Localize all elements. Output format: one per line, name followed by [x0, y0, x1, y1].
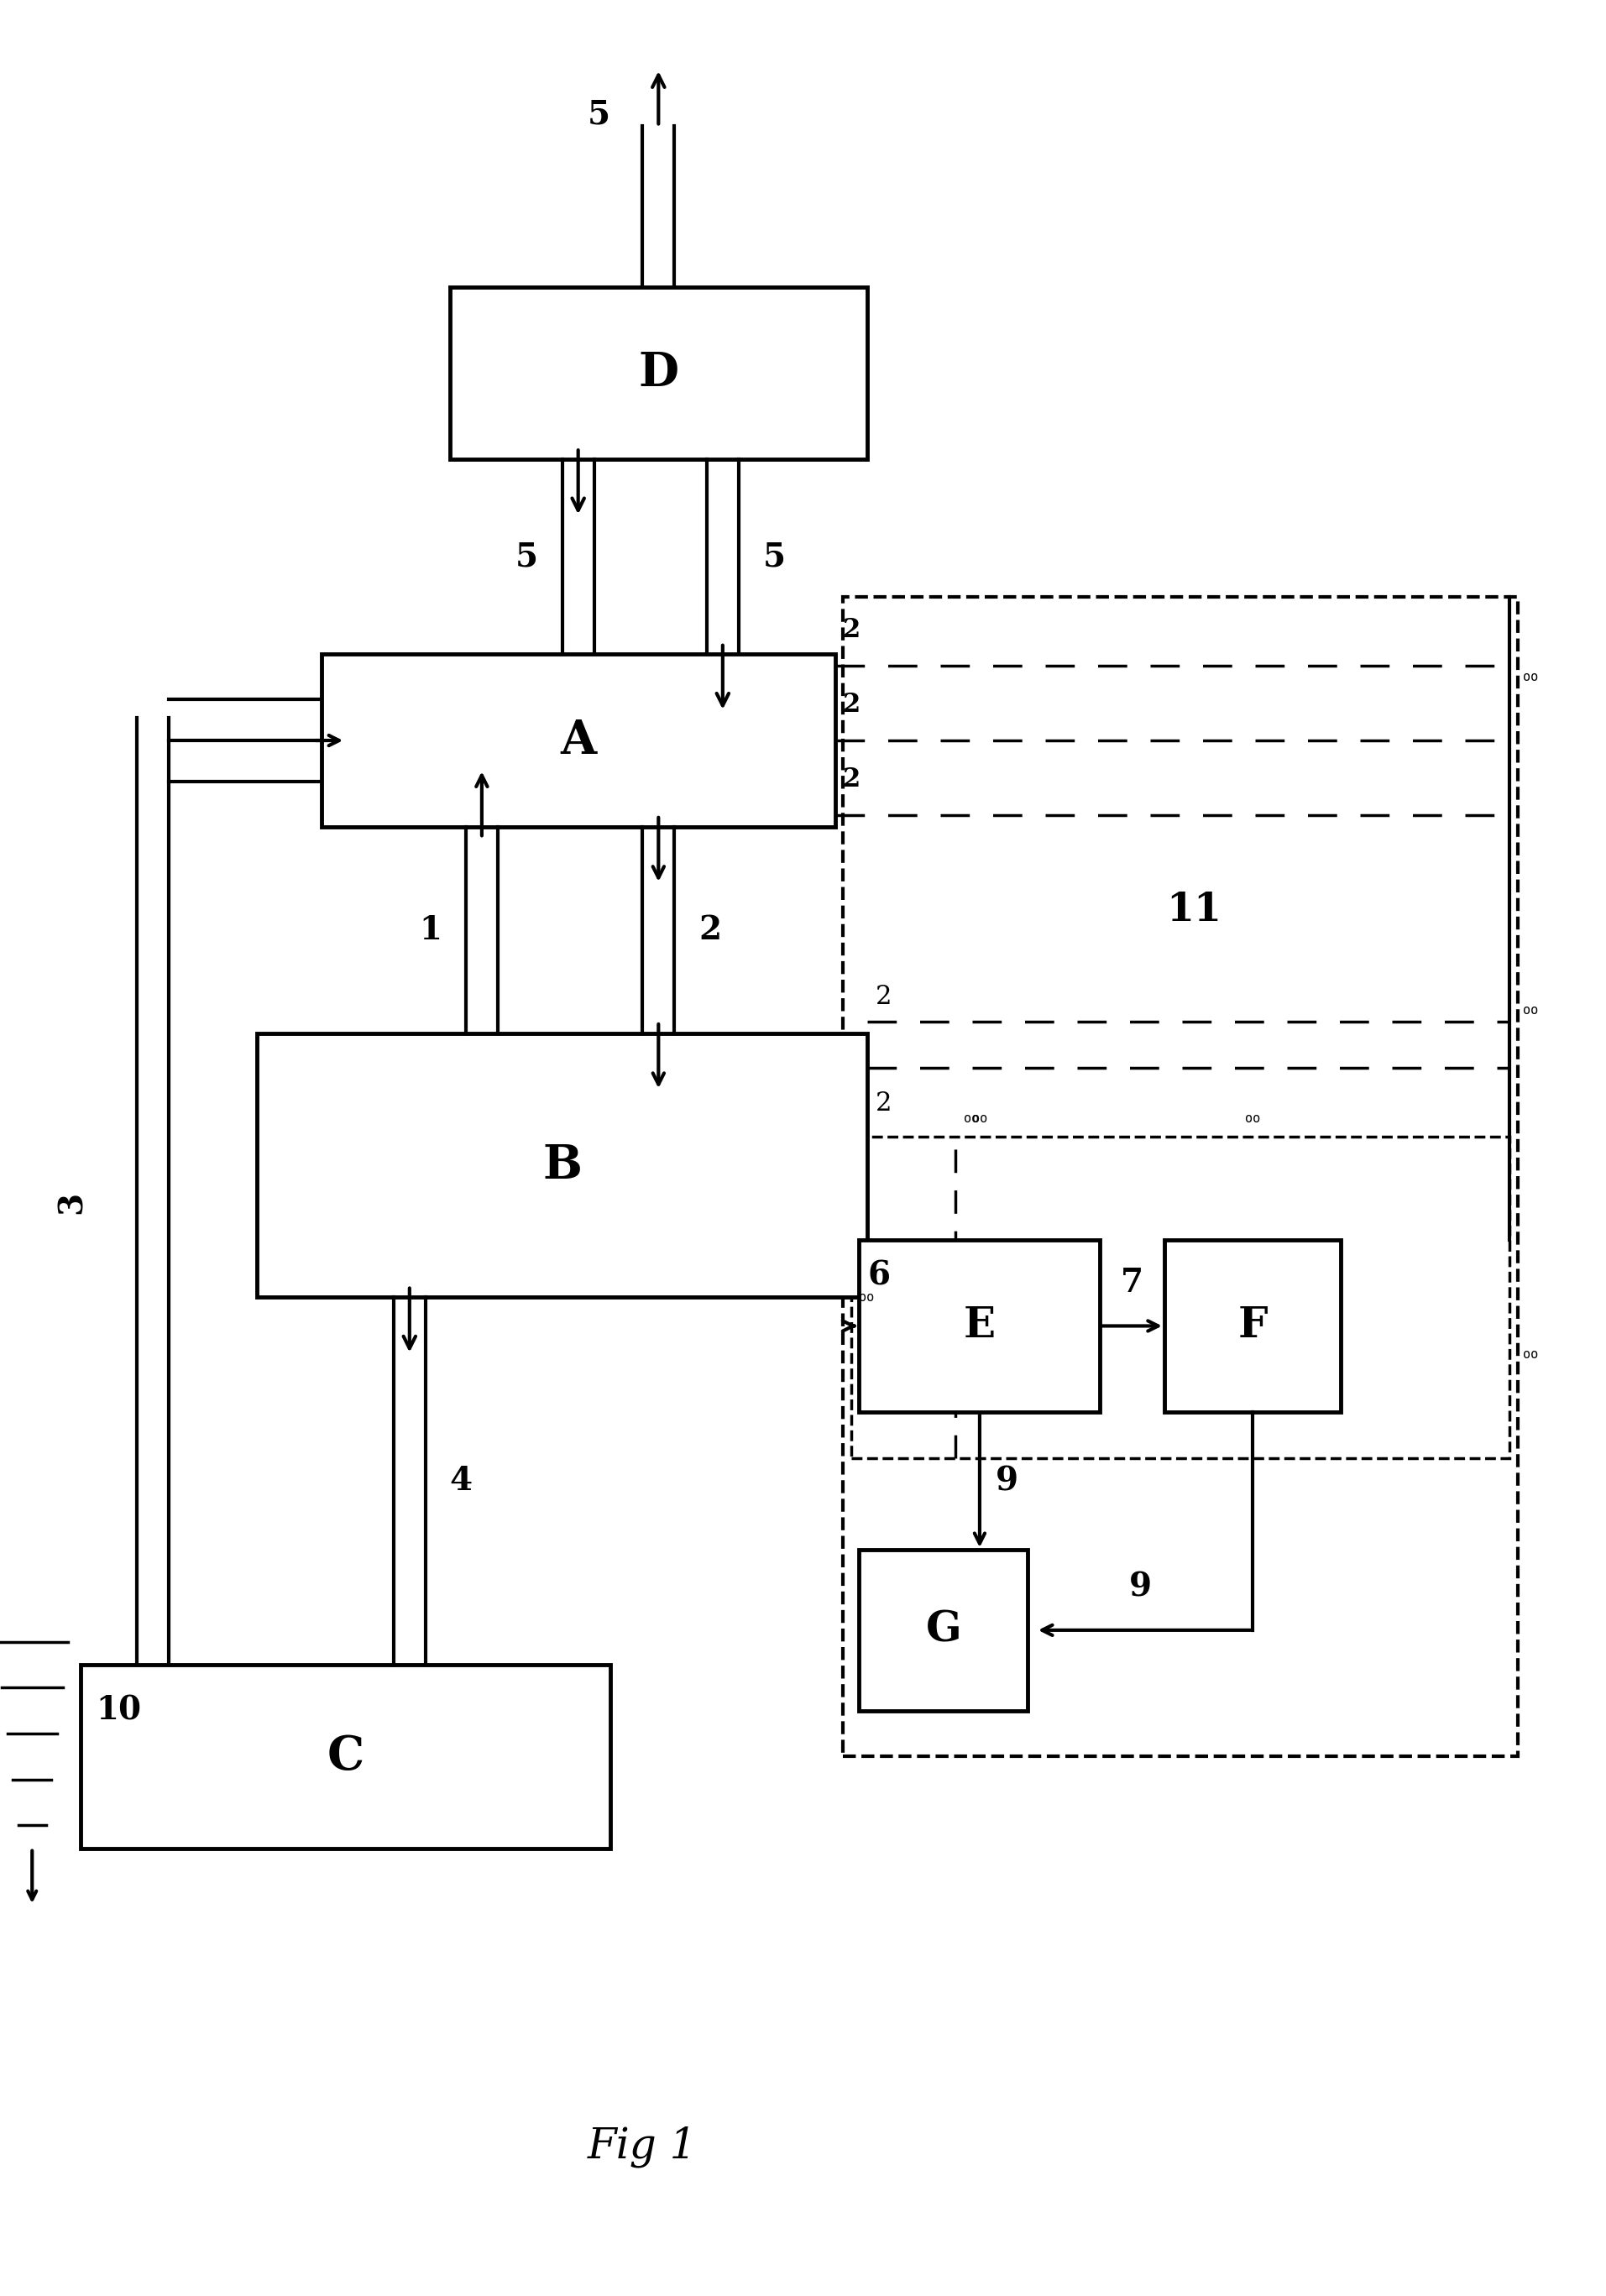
Text: A: A — [560, 716, 596, 765]
Text: 5: 5 — [588, 99, 610, 131]
Text: oo: oo — [964, 1114, 980, 1125]
Text: 9: 9 — [1129, 1570, 1152, 1603]
Text: oo: oo — [972, 1114, 988, 1125]
FancyBboxPatch shape — [80, 1665, 610, 1848]
Text: 1: 1 — [419, 914, 442, 946]
Text: G: G — [925, 1609, 962, 1651]
Text: 10: 10 — [96, 1694, 141, 1727]
Text: oo: oo — [1522, 1003, 1539, 1017]
FancyBboxPatch shape — [257, 1033, 867, 1297]
Text: 2: 2 — [875, 1091, 891, 1116]
Text: 5: 5 — [763, 542, 785, 572]
Text: 2: 2 — [843, 767, 861, 792]
FancyBboxPatch shape — [1164, 1240, 1341, 1412]
Text: D: D — [638, 349, 679, 397]
Text: 2: 2 — [843, 618, 861, 643]
FancyBboxPatch shape — [859, 1240, 1100, 1412]
Text: oo: oo — [1522, 1348, 1539, 1362]
Text: 2: 2 — [843, 691, 861, 716]
Text: oo: oo — [1245, 1114, 1261, 1125]
Text: 3: 3 — [56, 1192, 88, 1215]
Text: 2: 2 — [699, 914, 721, 946]
Text: Fig 1: Fig 1 — [588, 2126, 697, 2167]
Text: B: B — [543, 1141, 581, 1189]
Text: 7: 7 — [1121, 1267, 1143, 1300]
Text: E: E — [964, 1306, 996, 1345]
Text: C: C — [326, 1733, 365, 1779]
Text: 4: 4 — [450, 1465, 472, 1497]
Text: oo: oo — [859, 1290, 875, 1304]
Text: 5: 5 — [516, 542, 538, 572]
FancyBboxPatch shape — [859, 1550, 1028, 1711]
FancyBboxPatch shape — [450, 287, 867, 459]
FancyBboxPatch shape — [321, 654, 835, 827]
Text: 9: 9 — [996, 1465, 1018, 1497]
Text: 6: 6 — [867, 1261, 890, 1290]
Text: oo: oo — [1522, 670, 1539, 684]
Text: 11: 11 — [1166, 891, 1222, 930]
Text: 2: 2 — [875, 985, 891, 1010]
Text: F: F — [1238, 1306, 1267, 1345]
